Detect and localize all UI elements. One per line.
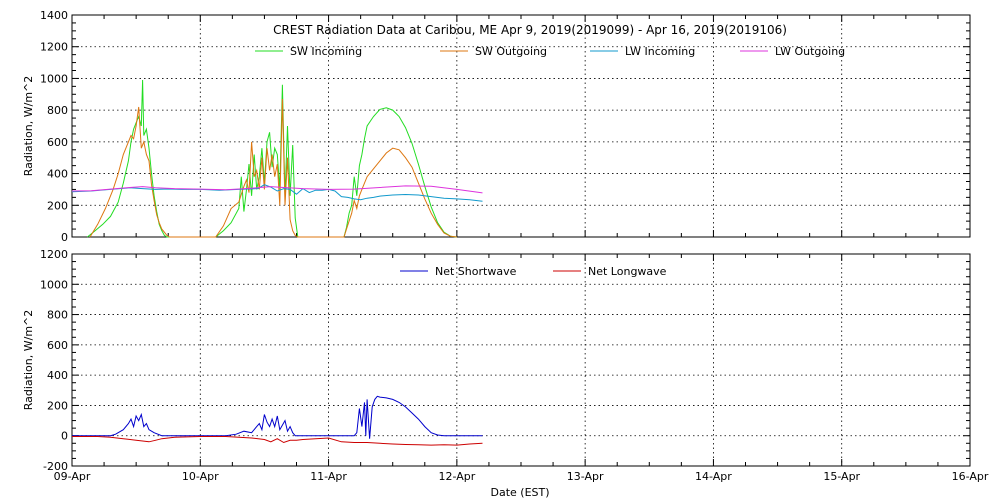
series-lw-incoming-line (71, 184, 483, 202)
y-tick-label: 200 (47, 199, 68, 212)
y-tick-label: 200 (47, 399, 68, 412)
series-net-longwave-line (72, 436, 483, 446)
panel-2: -200 0 200 400 600 800 1000 1200 Radiation, W/m^… (22, 248, 971, 473)
y-tick-label: 800 (47, 309, 68, 322)
x-tick-label: 12-Apr (438, 470, 475, 483)
y-tick-label: 1400 (40, 9, 68, 22)
x-tick-label: 14-Apr (695, 470, 732, 483)
series-sw-outgoing-line (89, 98, 457, 238)
x-tick-label: 09-Apr (54, 470, 91, 483)
legend-label-sw-incoming: SW Incoming (290, 45, 362, 58)
series-net-shortwave-line (72, 395, 483, 439)
y-tick-label: -200 (43, 460, 68, 473)
x-tick-label: 16-Apr (952, 470, 989, 483)
y-tick-label: 600 (47, 136, 68, 149)
legend-label-lw-incoming: LW Incoming (625, 45, 695, 58)
y-tick-label: 800 (47, 104, 68, 117)
y-tick-label: 1000 (40, 72, 68, 85)
y-tick-label: 0 (61, 430, 68, 443)
plot-frame (71, 253, 971, 467)
chart-panels: 0 200 400 600 800 1000 1200 1400 Radiation, W/m^… (22, 9, 989, 483)
y-tick-label: 600 (47, 339, 68, 352)
legend-label-net-shortwave: Net Shortwave (435, 265, 517, 278)
series-lw-outgoing-line (71, 185, 483, 194)
x-tick-label: 15-Apr (823, 470, 860, 483)
legend-label-sw-outgoing: SW Outgoing (475, 45, 547, 58)
chart-title: CREST Radiation Data at Caribou, ME Apr … (273, 23, 787, 37)
y-tick-label: 400 (47, 369, 68, 382)
legend-label-net-longwave: Net Longwave (588, 265, 667, 278)
y-tick-label: 0 (61, 231, 68, 244)
y-tick-label: 1000 (40, 278, 68, 291)
x-tick-label: 13-Apr (567, 470, 604, 483)
x-axis-label: Date (EST) (490, 486, 549, 499)
y-tick-label: 400 (47, 168, 68, 181)
y-axis-label: Radiation, W/m^2 (22, 76, 35, 177)
x-tick-label: 10-Apr (182, 470, 219, 483)
y-tick-label: 1200 (40, 41, 68, 54)
y-axis-label: Radiation, W/m^2 (22, 310, 35, 411)
panel-1: 0 200 400 600 800 1000 1200 1400 Radiation, W/m^… (22, 9, 971, 244)
legend-label-lw-outgoing: LW Outgoing (775, 45, 845, 58)
y-tick-label: 1200 (40, 248, 68, 261)
x-tick-label: 11-Apr (310, 470, 347, 483)
